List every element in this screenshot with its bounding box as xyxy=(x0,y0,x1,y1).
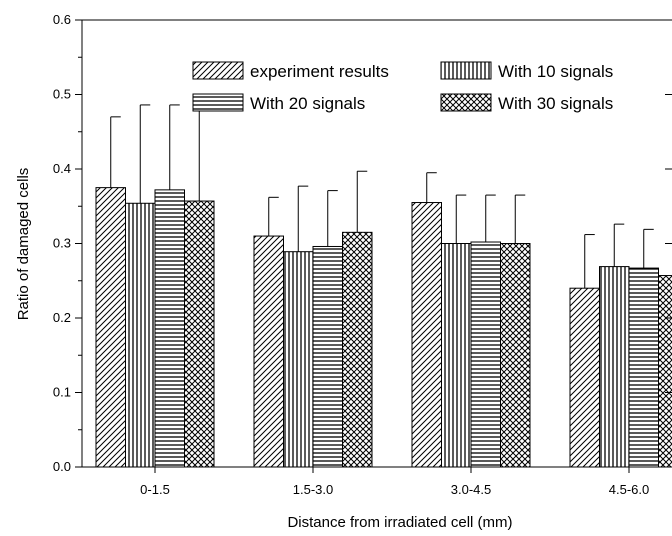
bar-0-0 xyxy=(95,187,126,468)
bars-group xyxy=(95,187,672,468)
bar-3-1 xyxy=(342,231,373,468)
bar-0-3 xyxy=(569,287,600,468)
bar-2-3 xyxy=(628,267,659,468)
legend-swatch-0 xyxy=(192,61,244,80)
bar-1-0 xyxy=(125,202,156,468)
bar-0-2 xyxy=(411,202,442,468)
bar-3-3 xyxy=(658,275,672,468)
y-tick-label: 0.6 xyxy=(53,12,71,27)
x-tick-label: 1.5-3.0 xyxy=(293,482,333,497)
legend: experiment results With 10 signals With 20… xyxy=(192,61,613,113)
legend-label-0: experiment results xyxy=(250,62,389,81)
bar-2-0 xyxy=(154,189,185,468)
y-tick-label: 0.4 xyxy=(53,161,71,176)
y-tick-label: 0.3 xyxy=(53,236,71,251)
legend-swatch-3 xyxy=(440,93,492,112)
y-tick-label: 0.1 xyxy=(53,385,71,400)
bar-3-2 xyxy=(500,243,531,468)
y-tick-label: 0.5 xyxy=(53,87,71,102)
error-bars-group xyxy=(110,104,654,289)
bar-3-0 xyxy=(184,200,215,468)
legend-label-2: With 20 signals xyxy=(250,94,365,113)
bar-1-3 xyxy=(599,266,630,468)
legend-swatch-1 xyxy=(440,61,492,80)
bar-1-1 xyxy=(283,251,314,468)
x-tick-label: 0-1.5 xyxy=(140,482,170,497)
bar-2-1 xyxy=(312,245,343,468)
bar-2-2 xyxy=(470,241,501,468)
x-axis-label: Distance from irradiated cell (mm) xyxy=(287,514,512,531)
legend-label-1: With 10 signals xyxy=(498,62,613,81)
y-tick-label: 0.2 xyxy=(53,310,71,325)
x-ticks-group: 0-1.5 1.5-3.0 3.0-4.5 4.5-6.0 xyxy=(140,467,649,497)
y-ticks-group: 0.0 0.1 0.2 0.3 0.4 0.5 0.6 xyxy=(53,12,672,474)
y-tick-label: 0.0 xyxy=(53,459,71,474)
y-axis-label: Ratio of damaged cells xyxy=(15,168,32,321)
bar-0-1 xyxy=(253,235,284,468)
bar-1-2 xyxy=(441,243,472,468)
legend-swatch-2 xyxy=(192,93,244,112)
legend-label-3: With 30 signals xyxy=(498,94,613,113)
x-tick-label: 3.0-4.5 xyxy=(451,482,491,497)
x-tick-label: 4.5-6.0 xyxy=(609,482,649,497)
